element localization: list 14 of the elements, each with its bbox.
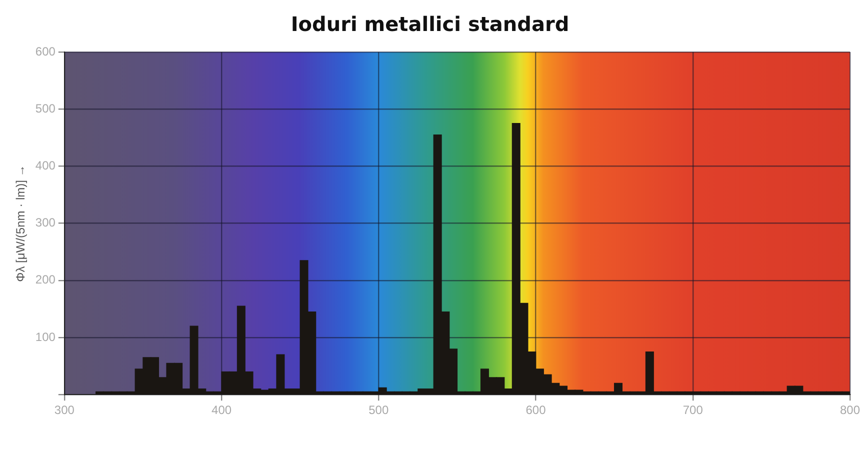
x-tick-label: 400 xyxy=(212,403,232,418)
chart-title: Ioduri metallici standard xyxy=(290,12,570,36)
x-tick-label: 300 xyxy=(54,403,75,418)
y-tick-label: 100 xyxy=(35,330,56,344)
y-tick-label: 200 xyxy=(35,272,56,287)
x-tick-label: 700 xyxy=(682,403,704,418)
y-axis-title: Φλ [μW/(5nm · lm)] → xyxy=(14,164,28,282)
x-tick-label: 800 xyxy=(840,403,860,418)
x-tick-label: 600 xyxy=(526,403,546,418)
y-tick-label: 500 xyxy=(35,101,56,116)
y-tick-label: 400 xyxy=(35,158,56,173)
y-tick-label: 300 xyxy=(35,216,56,230)
x-tick-label: 500 xyxy=(368,403,389,418)
y-tick-label: 600 xyxy=(35,44,56,58)
